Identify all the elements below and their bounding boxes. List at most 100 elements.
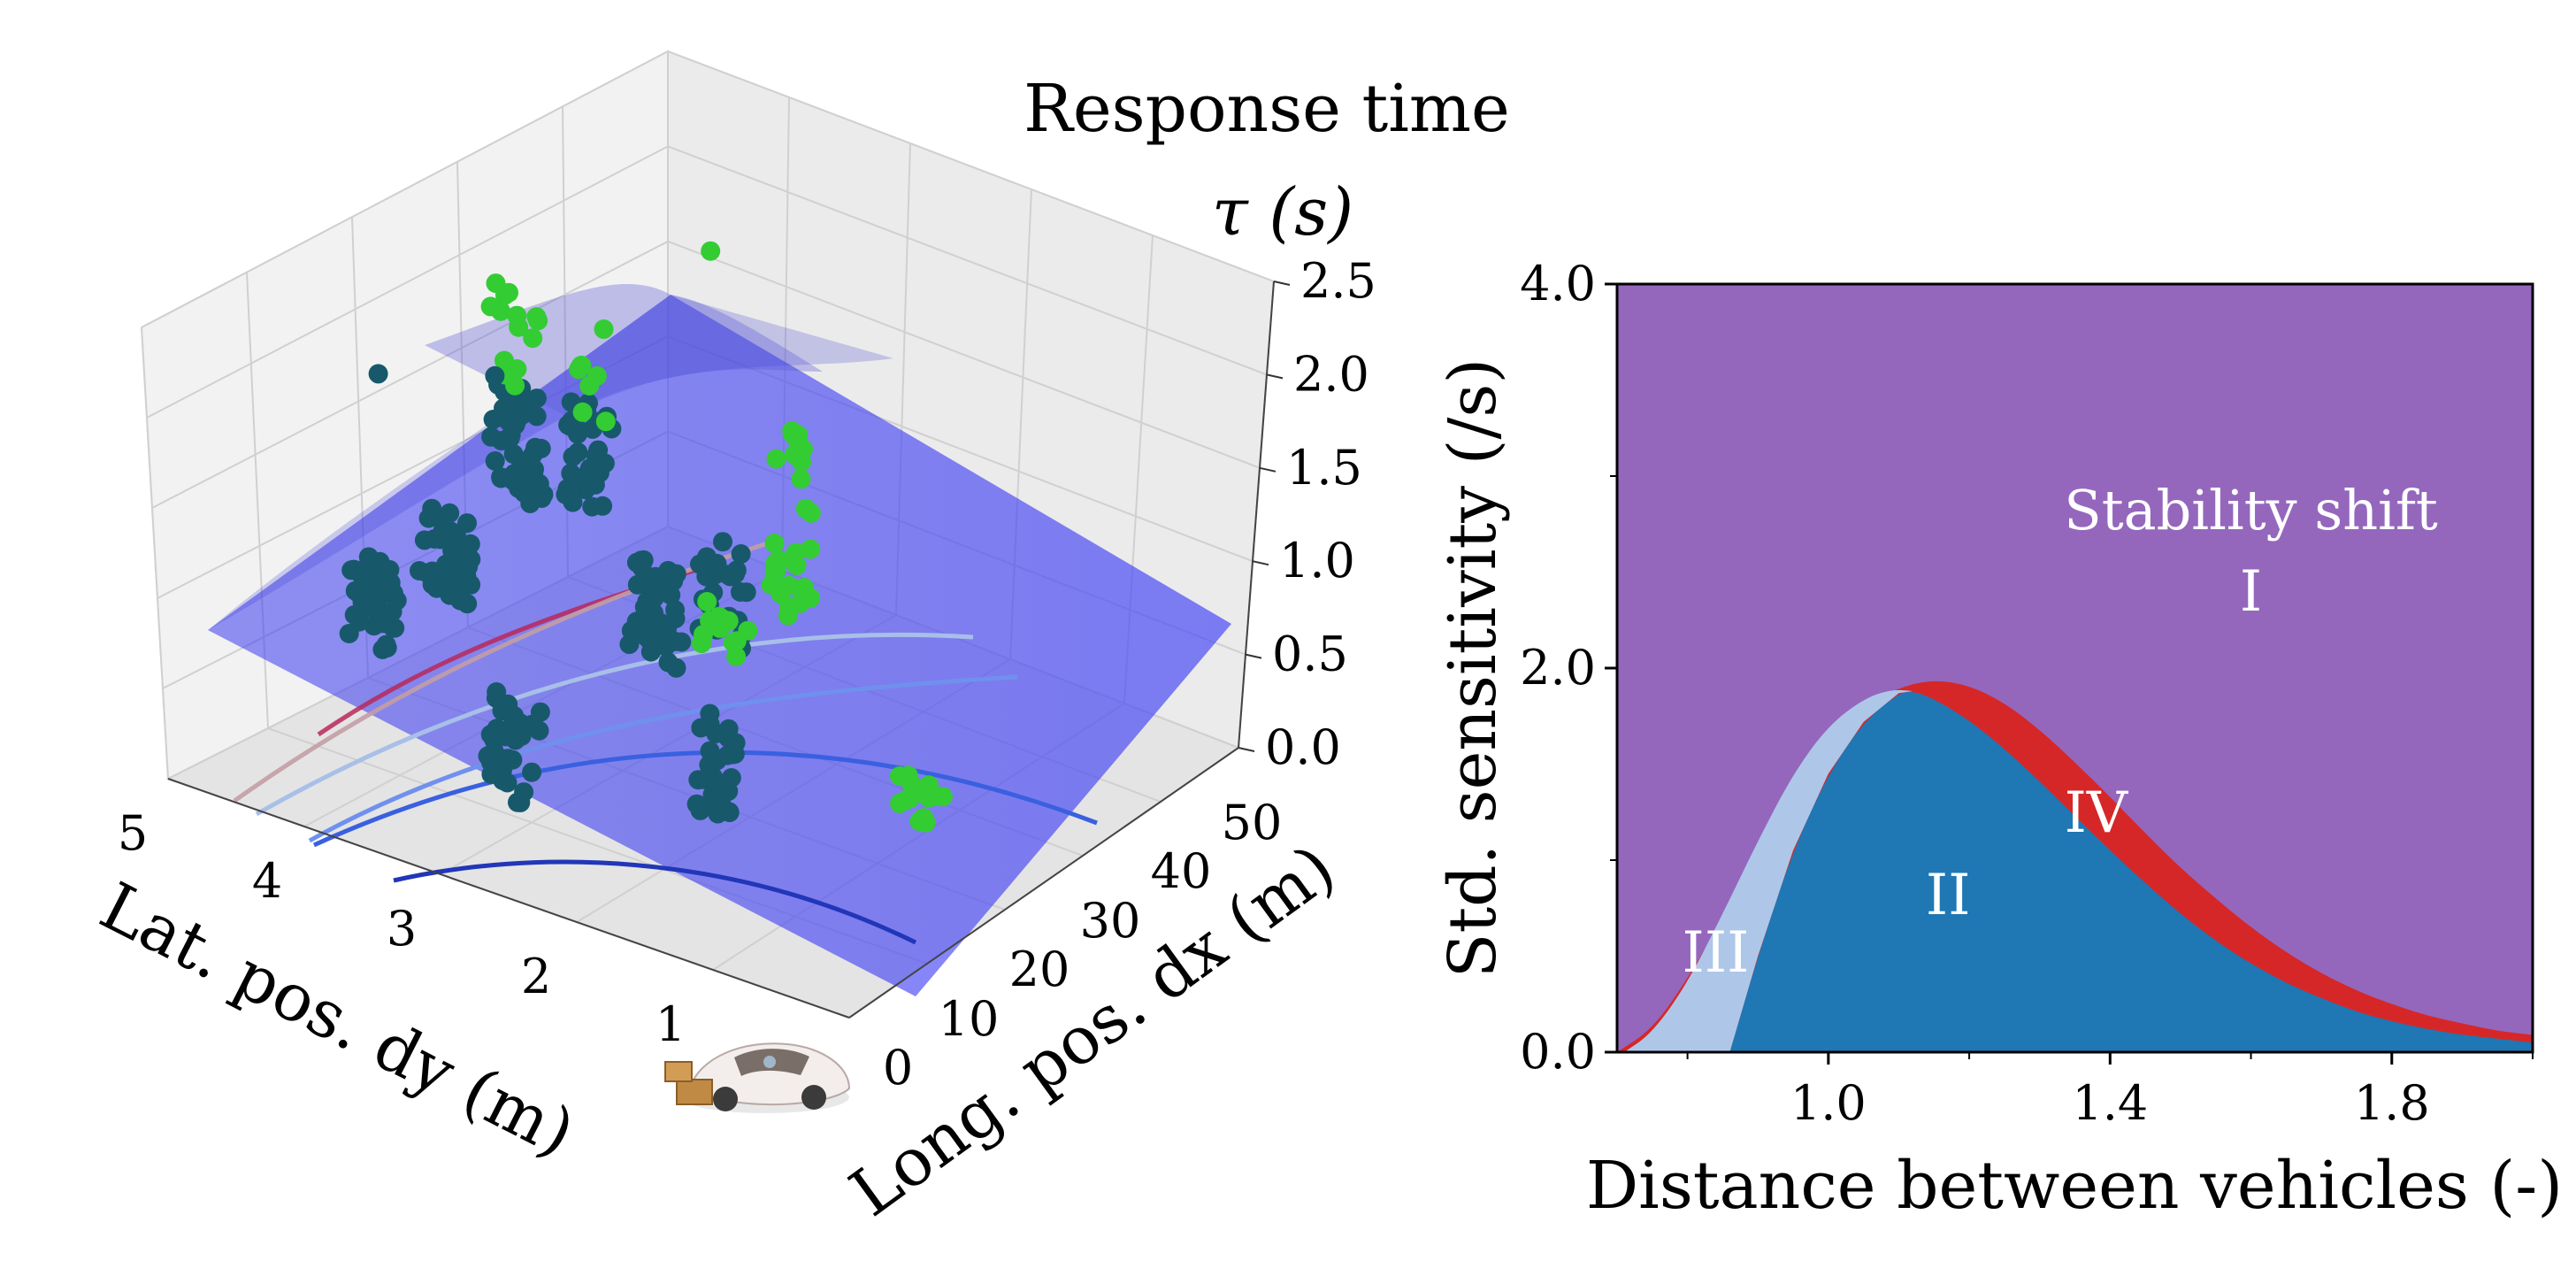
grid-line-left-horizontal xyxy=(146,145,669,419)
data-point-dark xyxy=(494,398,513,419)
data-point-dark xyxy=(500,428,520,449)
data-point-dark xyxy=(341,560,362,580)
data-point-green xyxy=(788,425,809,445)
dx-tick-label: 10 xyxy=(939,991,1000,1047)
data-point-dark xyxy=(357,557,378,576)
floor-curve-dy2-5 xyxy=(308,674,1018,843)
data-point-dark xyxy=(481,427,502,447)
grid-line-right-horizontal xyxy=(667,50,1275,282)
data-point-dark xyxy=(713,532,732,552)
z-tick-label: 0.0 xyxy=(1265,719,1341,775)
data-point-dark xyxy=(492,701,512,721)
y-axis-label: Std. sensitivity (/s) xyxy=(1435,358,1511,979)
response-time-3d-chart: 012345010203040500.00.51.01.52.02.5 Resp… xyxy=(88,50,1510,1232)
data-point-dark xyxy=(726,560,747,580)
data-point-green xyxy=(792,451,811,472)
data-point-dark xyxy=(339,624,359,643)
data-point-dark xyxy=(570,420,590,441)
z-tick-mark xyxy=(1238,747,1255,752)
x-axis-label: Distance between vehicles (-) xyxy=(1586,1148,2563,1224)
data-point-dark xyxy=(371,612,391,633)
grid-line-left-vertical xyxy=(141,327,169,780)
data-point-dark xyxy=(666,657,686,678)
floor-section-curves xyxy=(233,537,1098,945)
region-numeral-label: I xyxy=(2240,559,2262,625)
data-point-dark xyxy=(730,582,750,602)
data-point-dark xyxy=(725,733,746,753)
dy-tick-label: 2 xyxy=(521,949,551,1004)
floor-curve-dy3 xyxy=(255,633,974,817)
data-point-dark xyxy=(418,508,439,528)
data-point-dark xyxy=(480,752,501,773)
data-point-green xyxy=(766,449,786,469)
data-point-green xyxy=(801,539,821,559)
dy-axis-label: Lat. pos. dy (m) xyxy=(88,868,586,1172)
z-tick-label: 1.5 xyxy=(1286,440,1362,496)
dy-tick-label: 3 xyxy=(387,901,417,957)
data-point-dark xyxy=(556,484,576,504)
data-point-green xyxy=(595,411,616,432)
data-point-dark xyxy=(519,394,540,413)
data-point-dark xyxy=(641,593,662,613)
data-point-dark xyxy=(497,749,518,769)
grid-line-right-horizontal xyxy=(667,145,1268,376)
dx-tick-label: 20 xyxy=(1009,942,1070,997)
z-tick-label: 0.5 xyxy=(1272,627,1348,682)
region-numeral-label: III xyxy=(1683,920,1750,986)
x-tick-label: 1.4 xyxy=(2072,1075,2148,1131)
data-point-green xyxy=(526,307,547,327)
data-point-green xyxy=(572,402,593,422)
data-point-green xyxy=(791,469,811,489)
z-tick-mark xyxy=(1245,653,1262,659)
fitted-response-surface xyxy=(208,295,1231,996)
data-point-dark xyxy=(506,411,526,432)
data-point-dark xyxy=(522,762,542,782)
dx-tick-label: 0 xyxy=(883,1040,913,1096)
data-point-dark xyxy=(588,440,609,460)
data-point-dark xyxy=(456,566,477,587)
data-point-dark xyxy=(363,588,383,608)
stability-region-chart: 1.0 1.4 1.80.02.04.0 Stability shiftIIIIII… xyxy=(1435,256,2563,1224)
z-tick-label: 2.5 xyxy=(1300,253,1376,309)
data-point-green xyxy=(916,778,936,798)
dy-axis-line xyxy=(167,778,850,1019)
region-numeral-label: IV xyxy=(2065,780,2129,846)
dy-tick-label: 5 xyxy=(118,805,148,861)
data-point-dark xyxy=(697,547,717,567)
data-point-dark xyxy=(505,730,525,750)
data-point-dark xyxy=(700,741,720,761)
data-point-dark xyxy=(686,794,707,814)
z-axis-title: Response time xyxy=(1024,71,1510,147)
axis-ticks-2d: 1.0 1.4 1.8 0.0 2.0 4.0 xyxy=(1520,256,2534,1131)
data-point-dark xyxy=(593,496,613,516)
dx-tick-label: 40 xyxy=(1151,843,1212,899)
grid-line-left-horizontal xyxy=(151,240,669,509)
data-point-green xyxy=(523,328,543,349)
dx-tick-label: 30 xyxy=(1080,893,1141,949)
data-point-dark xyxy=(525,480,545,500)
data-point-dark xyxy=(654,626,674,646)
dy-tick-label: 4 xyxy=(252,853,282,909)
dx-axis-line xyxy=(848,747,1239,1019)
data-point-dark xyxy=(450,590,471,611)
x-tick-label: 1.0 xyxy=(1790,1075,1867,1131)
data-point-green xyxy=(909,811,930,832)
data-point-dark xyxy=(579,458,600,479)
data-point-green xyxy=(896,789,916,810)
dx-tick-label: 50 xyxy=(1222,795,1283,850)
z-tick-mark xyxy=(1273,281,1291,286)
data-point-dark xyxy=(688,770,709,790)
data-point-dark xyxy=(433,521,453,541)
data-point-dark xyxy=(422,561,442,581)
data-point-green xyxy=(932,787,953,807)
z-axis-label: τ (s) xyxy=(1212,174,1353,250)
data-point-dark xyxy=(461,550,481,570)
data-point-dark xyxy=(665,609,686,629)
data-point-outlier xyxy=(368,364,388,384)
data-point-green xyxy=(786,555,807,575)
z-tick-mark xyxy=(1266,373,1284,380)
data-point-green xyxy=(779,597,799,618)
z-tick-mark xyxy=(1259,466,1276,473)
